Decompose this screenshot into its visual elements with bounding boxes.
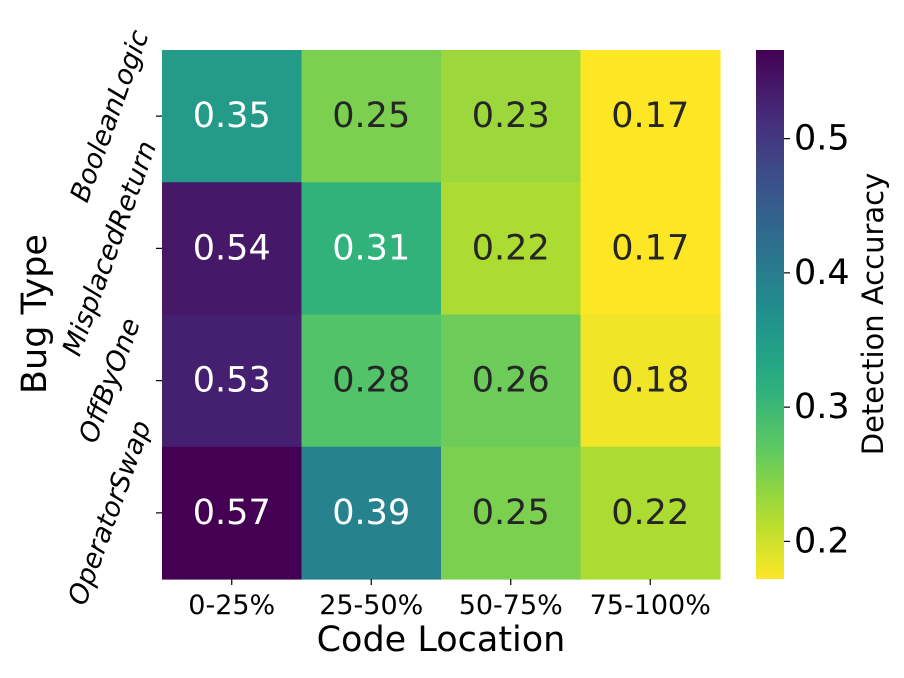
heatmap-cell [301, 446, 442, 580]
heatmap-cells [162, 50, 721, 580]
heatmap-cell [162, 50, 303, 183]
y-tick-label: OperatorSwap [62, 417, 157, 610]
x-axis-label: Code Location [317, 620, 566, 660]
colorbar: 0.2 0.3 0.4 0.5 Detection Accuracy [756, 50, 890, 579]
colorbar-gradient [756, 50, 784, 579]
heatmap-cell-label: 0.31 [332, 228, 410, 268]
heatmap-cell [580, 314, 721, 448]
heatmap-cell [441, 182, 582, 316]
heatmap-cell-label: 0.53 [193, 361, 271, 401]
heatmap-cell [162, 314, 303, 448]
colorbar-label: Detection Accuracy [856, 173, 890, 456]
heatmap-cell [441, 50, 582, 183]
colorbar-tick-label: 0.2 [794, 521, 850, 561]
heatmap-cell-label: 0.22 [472, 228, 550, 268]
heatmap-cell-label: 0.57 [193, 493, 271, 533]
heatmap-cell-label: 0.35 [193, 96, 271, 136]
heatmap-cell-label: 0.39 [332, 493, 410, 533]
heatmap-cell-label: 0.23 [472, 96, 550, 136]
x-axis: 0-25% 25-50% 50-75% 75-100% [188, 579, 711, 621]
y-axis-label: Bug Type [15, 234, 55, 394]
heatmap-cell [162, 182, 303, 316]
colorbar-tick-label: 0.3 [794, 387, 850, 427]
colorbar-tick-label: 0.5 [794, 119, 850, 159]
heatmap-cell [580, 446, 721, 580]
colorbar-ticks: 0.2 0.3 0.4 0.5 [784, 119, 850, 561]
heatmap-cell-label: 0.25 [332, 96, 410, 136]
colorbar-tick-label: 0.4 [794, 253, 850, 293]
heatmap-cell [441, 314, 582, 448]
heatmap-cell-label: 0.28 [332, 361, 410, 401]
heatmap-cell-label: 0.17 [611, 228, 689, 268]
y-axis: BooleanLogicMisplacedReturnOffByOneOpera… [57, 26, 163, 609]
heatmap-cell [162, 446, 303, 580]
x-tick-label: 25-50% [319, 590, 423, 621]
x-tick-label: 50-75% [459, 590, 563, 621]
heatmap-cell-label: 0.25 [472, 493, 550, 533]
heatmap-cell-labels: 0.35 0.25 0.23 0.17 0.54 0.31 0.22 0.17 0.53 0.28… [193, 96, 689, 533]
heatmap-cell [301, 50, 442, 183]
heatmap-cell [301, 314, 442, 448]
x-tick-label: 75-100% [590, 590, 711, 621]
heatmap-cell [301, 182, 442, 316]
heatmap-cell-label: 0.18 [611, 361, 689, 401]
heatmap-cell [580, 182, 721, 316]
heatmap-cell-label: 0.26 [472, 361, 550, 401]
heatmap-cell [580, 50, 721, 183]
heatmap-cell-label: 0.54 [193, 228, 271, 268]
heatmap-cell [441, 446, 582, 580]
heatmap-cell-label: 0.17 [611, 96, 689, 136]
x-tick-label: 0-25% [188, 590, 275, 621]
heatmap-cell-label: 0.22 [611, 493, 689, 533]
